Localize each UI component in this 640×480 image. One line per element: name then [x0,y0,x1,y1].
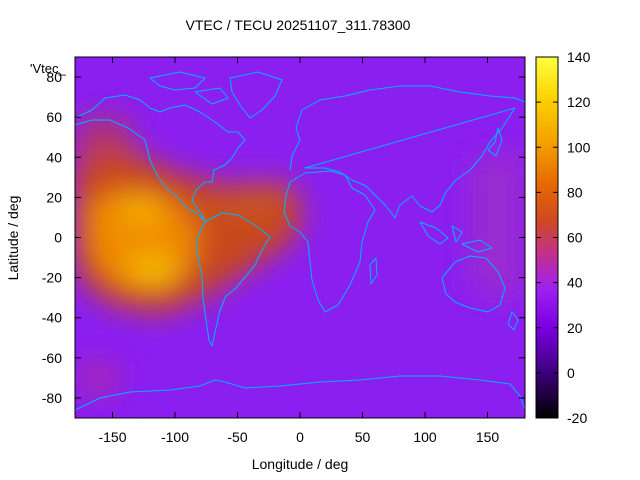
x-tick-label: 0 [296,429,304,445]
x-axis-label: Longitude / deg [251,456,349,472]
x-tick-label: 50 [355,429,371,445]
y-axis-ticks: -80 -60 -40 -20 0 20 40 60 80 [42,69,525,406]
coastline-greenland [229,71,283,119]
x-tick-label: -50 [227,429,247,445]
colorbar-tick-label: 120 [567,94,591,110]
coastline-south-america [195,212,271,347]
coastline-new-zealand [507,311,519,331]
coastline-antarctica [75,375,525,411]
anomaly-yellow-crest-north [120,195,165,225]
coastline-australia [441,255,506,313]
east-edge-purple [470,150,525,300]
y-tick-label: 0 [54,230,62,246]
colorbar-tick-label: 20 [567,320,583,336]
colorbar-tick-label: 80 [567,184,583,200]
y-tick-label: -80 [42,390,62,406]
coastline-africa [283,170,376,313]
y-tick-label: 20 [46,189,62,205]
coastlines [75,71,525,411]
y-axis-label: Latitude / deg [5,195,21,281]
y-tick-label: -60 [42,350,62,366]
colorbar-tick-label: 40 [567,275,583,291]
chart-title: VTEC / TECU 20251107_311.78300 [185,17,411,33]
y-tick-label: 80 [46,69,62,85]
y-tick-label: 60 [46,109,62,125]
south-pacific-magenta [80,360,120,395]
y-tick-label: -40 [42,310,62,326]
legend-key: 'Vtec_ [30,61,66,76]
colorbar-ticks: -20 0 20 40 60 80 100 120 140 [536,49,591,426]
north-pacific-red [75,115,140,155]
x-tick-label: 100 [413,429,437,445]
atlantic-tongue [200,185,295,225]
x-tick-label: -100 [161,429,189,445]
colorbar-tick-label: 60 [567,230,583,246]
coastline-southeast-asia-islands [419,221,493,253]
coastline-arctic-islands [149,71,229,105]
colorbar-tick-label: 0 [567,365,575,381]
coastline-japan [487,127,503,157]
vtec-heatmap [75,115,525,395]
x-tick-label: 150 [476,429,500,445]
colorbar [536,57,558,418]
colorbar-tick-label: 100 [567,139,591,155]
coastline-north-america [75,94,246,223]
y-tick-label: -20 [42,270,62,286]
x-tick-label: -150 [98,429,126,445]
coastline-madagascar [369,257,378,285]
x-axis-ticks: -150 -100 -50 0 50 100 150 [98,57,499,445]
y-tick-label: 40 [46,149,62,165]
colorbar-tick-label: -20 [567,410,587,426]
colorbar-tick-label: 140 [567,49,591,65]
coastline-europe-asia [289,85,525,219]
anomaly-yellow-crest-south [125,255,185,285]
